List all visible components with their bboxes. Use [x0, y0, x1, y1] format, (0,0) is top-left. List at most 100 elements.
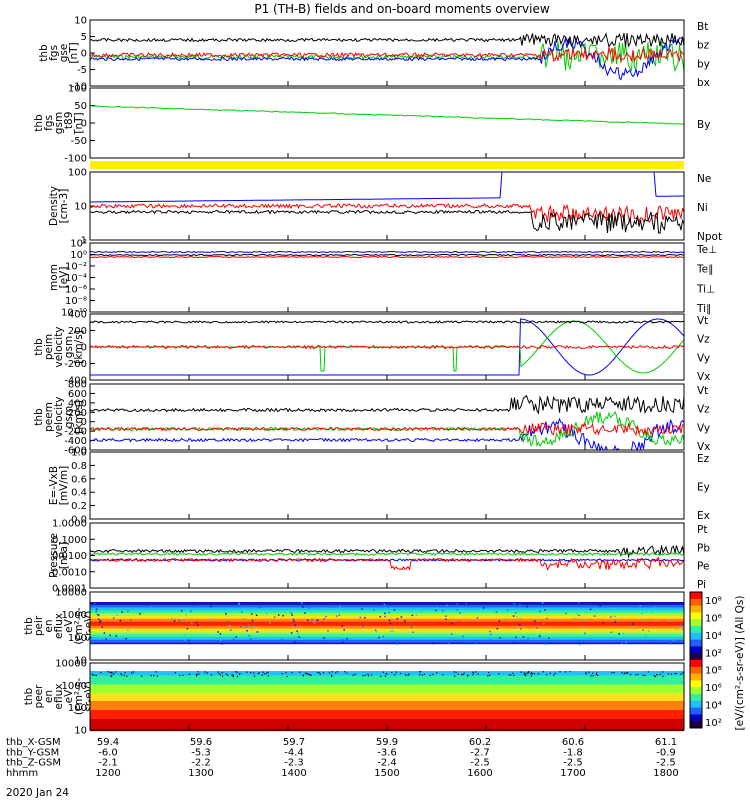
heatmap-speck — [456, 603, 458, 605]
heatmap-speck — [268, 622, 271, 624]
colorbar-segment — [690, 598, 702, 607]
heatmap-speck — [625, 641, 627, 644]
heatmap-band — [90, 614, 684, 617]
legend-Te∥: Te∥ — [696, 264, 713, 276]
heatmap-speck — [472, 674, 474, 676]
x-row-value: 1300 — [188, 768, 213, 779]
colorbar-segment — [690, 605, 702, 613]
x-row-value: -2.7 — [470, 747, 490, 758]
heatmap-speck — [581, 626, 583, 629]
heatmap-speck — [642, 674, 644, 676]
heatmap-speck — [539, 636, 541, 638]
heatmap-speck — [367, 673, 369, 675]
heatmap-speck — [626, 672, 628, 674]
heatmap-speck — [536, 627, 538, 629]
panel-7: E=-VxB[mV/m]1.0 0.8 0.6 0.4 0.2 0.0 Ez Ey Ex — [48, 448, 710, 526]
heatmap-speck — [590, 606, 593, 608]
heatmap-speck — [407, 674, 409, 676]
heatmap-speck — [592, 675, 594, 677]
y-label-line: mom — [48, 264, 60, 291]
series-line-Pe — [89, 551, 685, 557]
heatmap-speck — [526, 606, 529, 608]
heatmap-band — [90, 628, 684, 631]
heatmap-speck — [335, 615, 338, 617]
heatmap-speck — [573, 618, 576, 620]
x-row-label: thb_X-GSM — [6, 737, 61, 748]
heatmap-speck — [607, 637, 610, 639]
heatmap-speck — [385, 673, 387, 675]
y-tick-label: 0.0001 — [52, 584, 87, 595]
heatmap-band — [90, 606, 684, 608]
heatmap-speck — [393, 609, 396, 611]
heatmap-speck — [477, 673, 479, 675]
heatmap-speck — [225, 673, 227, 675]
heatmap-speck — [125, 637, 127, 640]
heatmap-speck — [261, 674, 263, 676]
heatmap-speck — [130, 619, 132, 621]
heatmap-speck — [642, 629, 644, 632]
heatmap-speck — [219, 639, 222, 641]
heatmap-speck — [597, 674, 599, 676]
y-label-line: velocity — [53, 326, 65, 367]
colorbar: 10⁸ 10⁶ 10⁴ 10² 10⁸ 10⁶ 10⁴ 10² [eV/(cm²-s-sr-eV… — [689, 591, 746, 731]
heatmap-speck — [362, 625, 364, 628]
heatmap-speck — [412, 631, 414, 634]
heatmap-band — [90, 708, 684, 711]
x-row-value: 61.1 — [655, 737, 677, 748]
y-tick-label: -600 — [64, 446, 87, 457]
colorbar-segment — [690, 707, 702, 715]
y-tick-label: 10000 — [55, 659, 87, 670]
colorbar-tick: 10⁶ — [705, 613, 722, 624]
y-tick-label: 1000 — [62, 610, 87, 621]
heatmap-speck — [659, 673, 661, 675]
legend-Vy: Vy — [697, 422, 710, 434]
x-row-value: -5.3 — [191, 747, 211, 758]
heatmap-speck — [242, 604, 244, 607]
heatmap-speck — [673, 639, 675, 641]
y-tick-label: 5 — [81, 32, 87, 43]
heatmap-speck — [156, 675, 158, 677]
y-tick-label: 0 — [81, 49, 87, 60]
y-tick-label: 1.0000 — [52, 519, 87, 530]
heatmap-speck — [482, 607, 485, 609]
x-axis-rows: thb_X-GSM 59.4 59.6 59.7 59.9 60.2 60.6 61.1 thb… — [6, 737, 679, 779]
heatmap-speck — [259, 606, 261, 609]
heatmap-speck — [293, 641, 296, 643]
heatmap-speck — [667, 673, 669, 675]
heatmap-speck — [435, 609, 437, 612]
heatmap-speck — [302, 675, 304, 677]
heatmap-speck — [395, 671, 397, 673]
heatmap-speck — [95, 674, 97, 677]
heatmap-speck — [405, 674, 407, 676]
heatmap-speck — [653, 675, 655, 677]
panel-frame — [89, 87, 685, 159]
heatmap-speck — [391, 627, 393, 630]
heatmap-speck — [662, 671, 664, 673]
heatmap-speck — [590, 675, 592, 677]
legend-Vz: Vz — [697, 404, 710, 416]
heatmap-speck — [266, 672, 268, 674]
heatmap-speck — [206, 672, 208, 674]
heatmap-speck — [319, 606, 322, 608]
heatmap-speck — [218, 673, 220, 675]
heatmap-speck — [513, 642, 516, 644]
heatmap-speck — [392, 630, 394, 633]
heatmap-speck — [565, 671, 567, 673]
heatmap-band — [90, 609, 684, 611]
heatmap-speck — [545, 643, 547, 646]
heatmap-speck — [578, 614, 580, 617]
heatmap-speck — [196, 673, 198, 675]
heatmap-speck — [523, 674, 526, 676]
heatmap-speck — [432, 673, 434, 676]
heatmap-speck — [621, 642, 623, 644]
x-row-label: thb_Y-GSM — [6, 747, 59, 758]
y-label-line: _t89 — [63, 112, 75, 136]
heatmap-speck — [338, 614, 341, 616]
y-label-line: peem — [43, 402, 55, 432]
heatmap-speck — [423, 673, 425, 675]
y-tick-label: -10 — [71, 82, 87, 93]
heatmap-band — [90, 689, 684, 691]
heatmap-speck — [553, 674, 555, 676]
heatmap-band — [90, 632, 684, 635]
